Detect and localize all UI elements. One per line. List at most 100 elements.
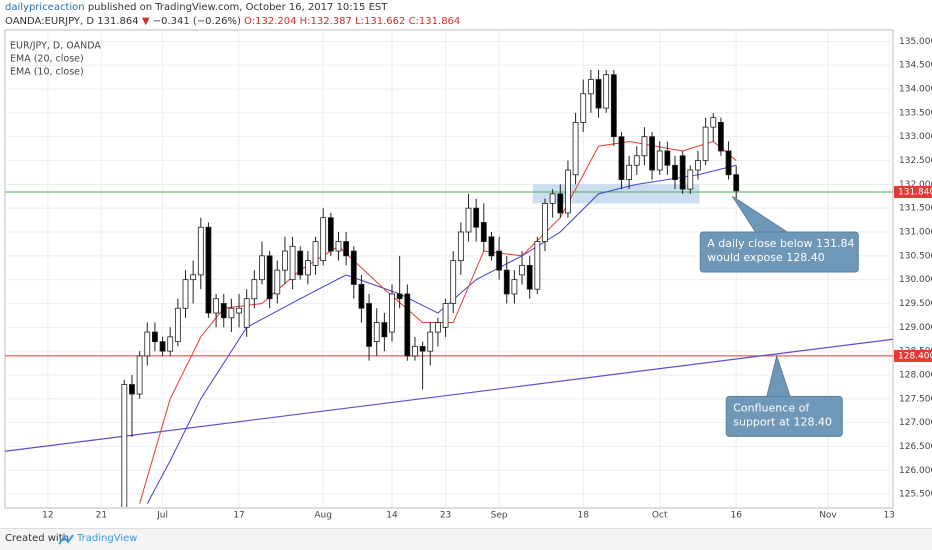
candle-body (251, 279, 258, 300)
change: −0.341 (−0.26%) (152, 16, 241, 27)
candle-body (366, 303, 372, 347)
candle-body (152, 331, 158, 343)
candle-body (595, 79, 602, 109)
y-tick-label: 125.500 (899, 490, 932, 500)
candle-body (282, 250, 288, 271)
x-tick-label: 12 (42, 511, 53, 521)
candle-body (480, 222, 487, 242)
y-tick-label: 127.500 (899, 394, 932, 404)
publish-line: dailypriceaction published on TradingVie… (5, 2, 387, 13)
x-tick-label: Oct (652, 511, 668, 521)
candle-body (327, 217, 334, 252)
candle-body (121, 384, 128, 507)
candle-body (442, 303, 449, 328)
y-tick-label: 128.000 (899, 370, 932, 380)
candle-body (343, 241, 350, 257)
x-tick-label: 17 (233, 511, 244, 521)
author[interactable]: dailypriceaction (5, 2, 85, 13)
support-zone (532, 184, 700, 204)
candle-body (695, 160, 701, 171)
candle-body (174, 307, 181, 343)
candle-body (664, 150, 671, 166)
candle-body (389, 293, 395, 333)
candle-body (610, 74, 617, 138)
y-tick-label: 129.500 (899, 299, 932, 309)
x-tick-label: Jul (156, 511, 168, 521)
chart: 125.500 126.000 126.500 127.000 127.500 128.0… (4, 29, 932, 521)
y-tick-label: 132.000 (899, 180, 932, 190)
candle-body (335, 241, 342, 252)
x-tick-label: 14 (386, 511, 398, 521)
brand[interactable]: TradingView (77, 533, 138, 544)
ohlc: C:131.864 (408, 16, 461, 27)
published: published on TradingView.com, October 16… (87, 2, 388, 13)
legend-entry: EUR/JPY, D, OANDA (10, 41, 101, 52)
ohlc: L:131.662 (355, 16, 406, 27)
price-label-box (894, 185, 932, 198)
candle-body (626, 164, 633, 180)
y-tick-label: 131.000 (899, 228, 932, 238)
candle-body (266, 255, 273, 300)
candle-body (197, 226, 204, 276)
candle-body (289, 245, 296, 281)
candle-body (358, 284, 365, 309)
candle-body (496, 250, 502, 271)
candle-body (702, 126, 709, 161)
candle-body (488, 236, 495, 257)
callout-box (699, 231, 859, 273)
candle-body (304, 260, 311, 276)
candle-body (205, 226, 212, 314)
candle-body (633, 155, 640, 166)
symbol: OANDA:EURJPY, D (5, 16, 95, 27)
candle-body (687, 169, 694, 190)
candle-body (718, 121, 724, 152)
candle-body (733, 174, 740, 192)
candle-body (213, 298, 220, 314)
created-with: Created with (5, 533, 69, 544)
ohlc: O:132.204 (244, 16, 297, 27)
candle-body (220, 303, 227, 319)
y-tick-label: 133.000 (899, 132, 932, 142)
ema-line (146, 164, 737, 504)
candle-body (503, 269, 510, 295)
candle-body (243, 298, 250, 328)
callout-text: would expose 128.40 (707, 251, 825, 264)
x-tick-label: 21 (96, 511, 107, 521)
candle-body (672, 164, 678, 180)
candle-body (412, 345, 418, 357)
candle-body (312, 241, 319, 266)
y-tick-label: 129.000 (899, 323, 932, 333)
candle-body (465, 207, 472, 233)
candle-body (350, 250, 357, 285)
footer: Created with TradingView (0, 528, 932, 550)
candle-body (549, 193, 556, 204)
ohlc: H:132.387 (299, 16, 352, 27)
quote-line: OANDA:EURJPY, D 131.864 ▼ −0.341 (−0.26%… (5, 16, 460, 27)
candle-body (534, 241, 541, 290)
x-tick-label: Nov (819, 511, 837, 521)
candle-body (159, 341, 166, 352)
candle-body (129, 384, 135, 395)
candle-body (274, 269, 281, 295)
legend-entry: EMA (10, close) (10, 67, 84, 78)
candle-body (656, 150, 663, 171)
candle-body (297, 250, 304, 276)
legend-entry: EMA (20, close) (10, 54, 84, 65)
y-tick-label: 130.500 (899, 251, 932, 261)
candle-body (435, 322, 441, 333)
candle-body (404, 293, 411, 357)
candle-body (457, 231, 464, 261)
price-label-box (894, 349, 932, 362)
candle-body (519, 264, 525, 276)
candle-body (320, 217, 327, 261)
candle-body (710, 117, 717, 128)
y-tick-label: 132.500 (899, 156, 932, 166)
last: 131.864 (97, 16, 139, 27)
candle-body (618, 136, 625, 180)
price-label: 128.400 (898, 351, 932, 361)
candle-body (228, 307, 235, 319)
candle-body (511, 279, 518, 295)
candle-body (450, 260, 457, 304)
candle-body (373, 322, 380, 343)
